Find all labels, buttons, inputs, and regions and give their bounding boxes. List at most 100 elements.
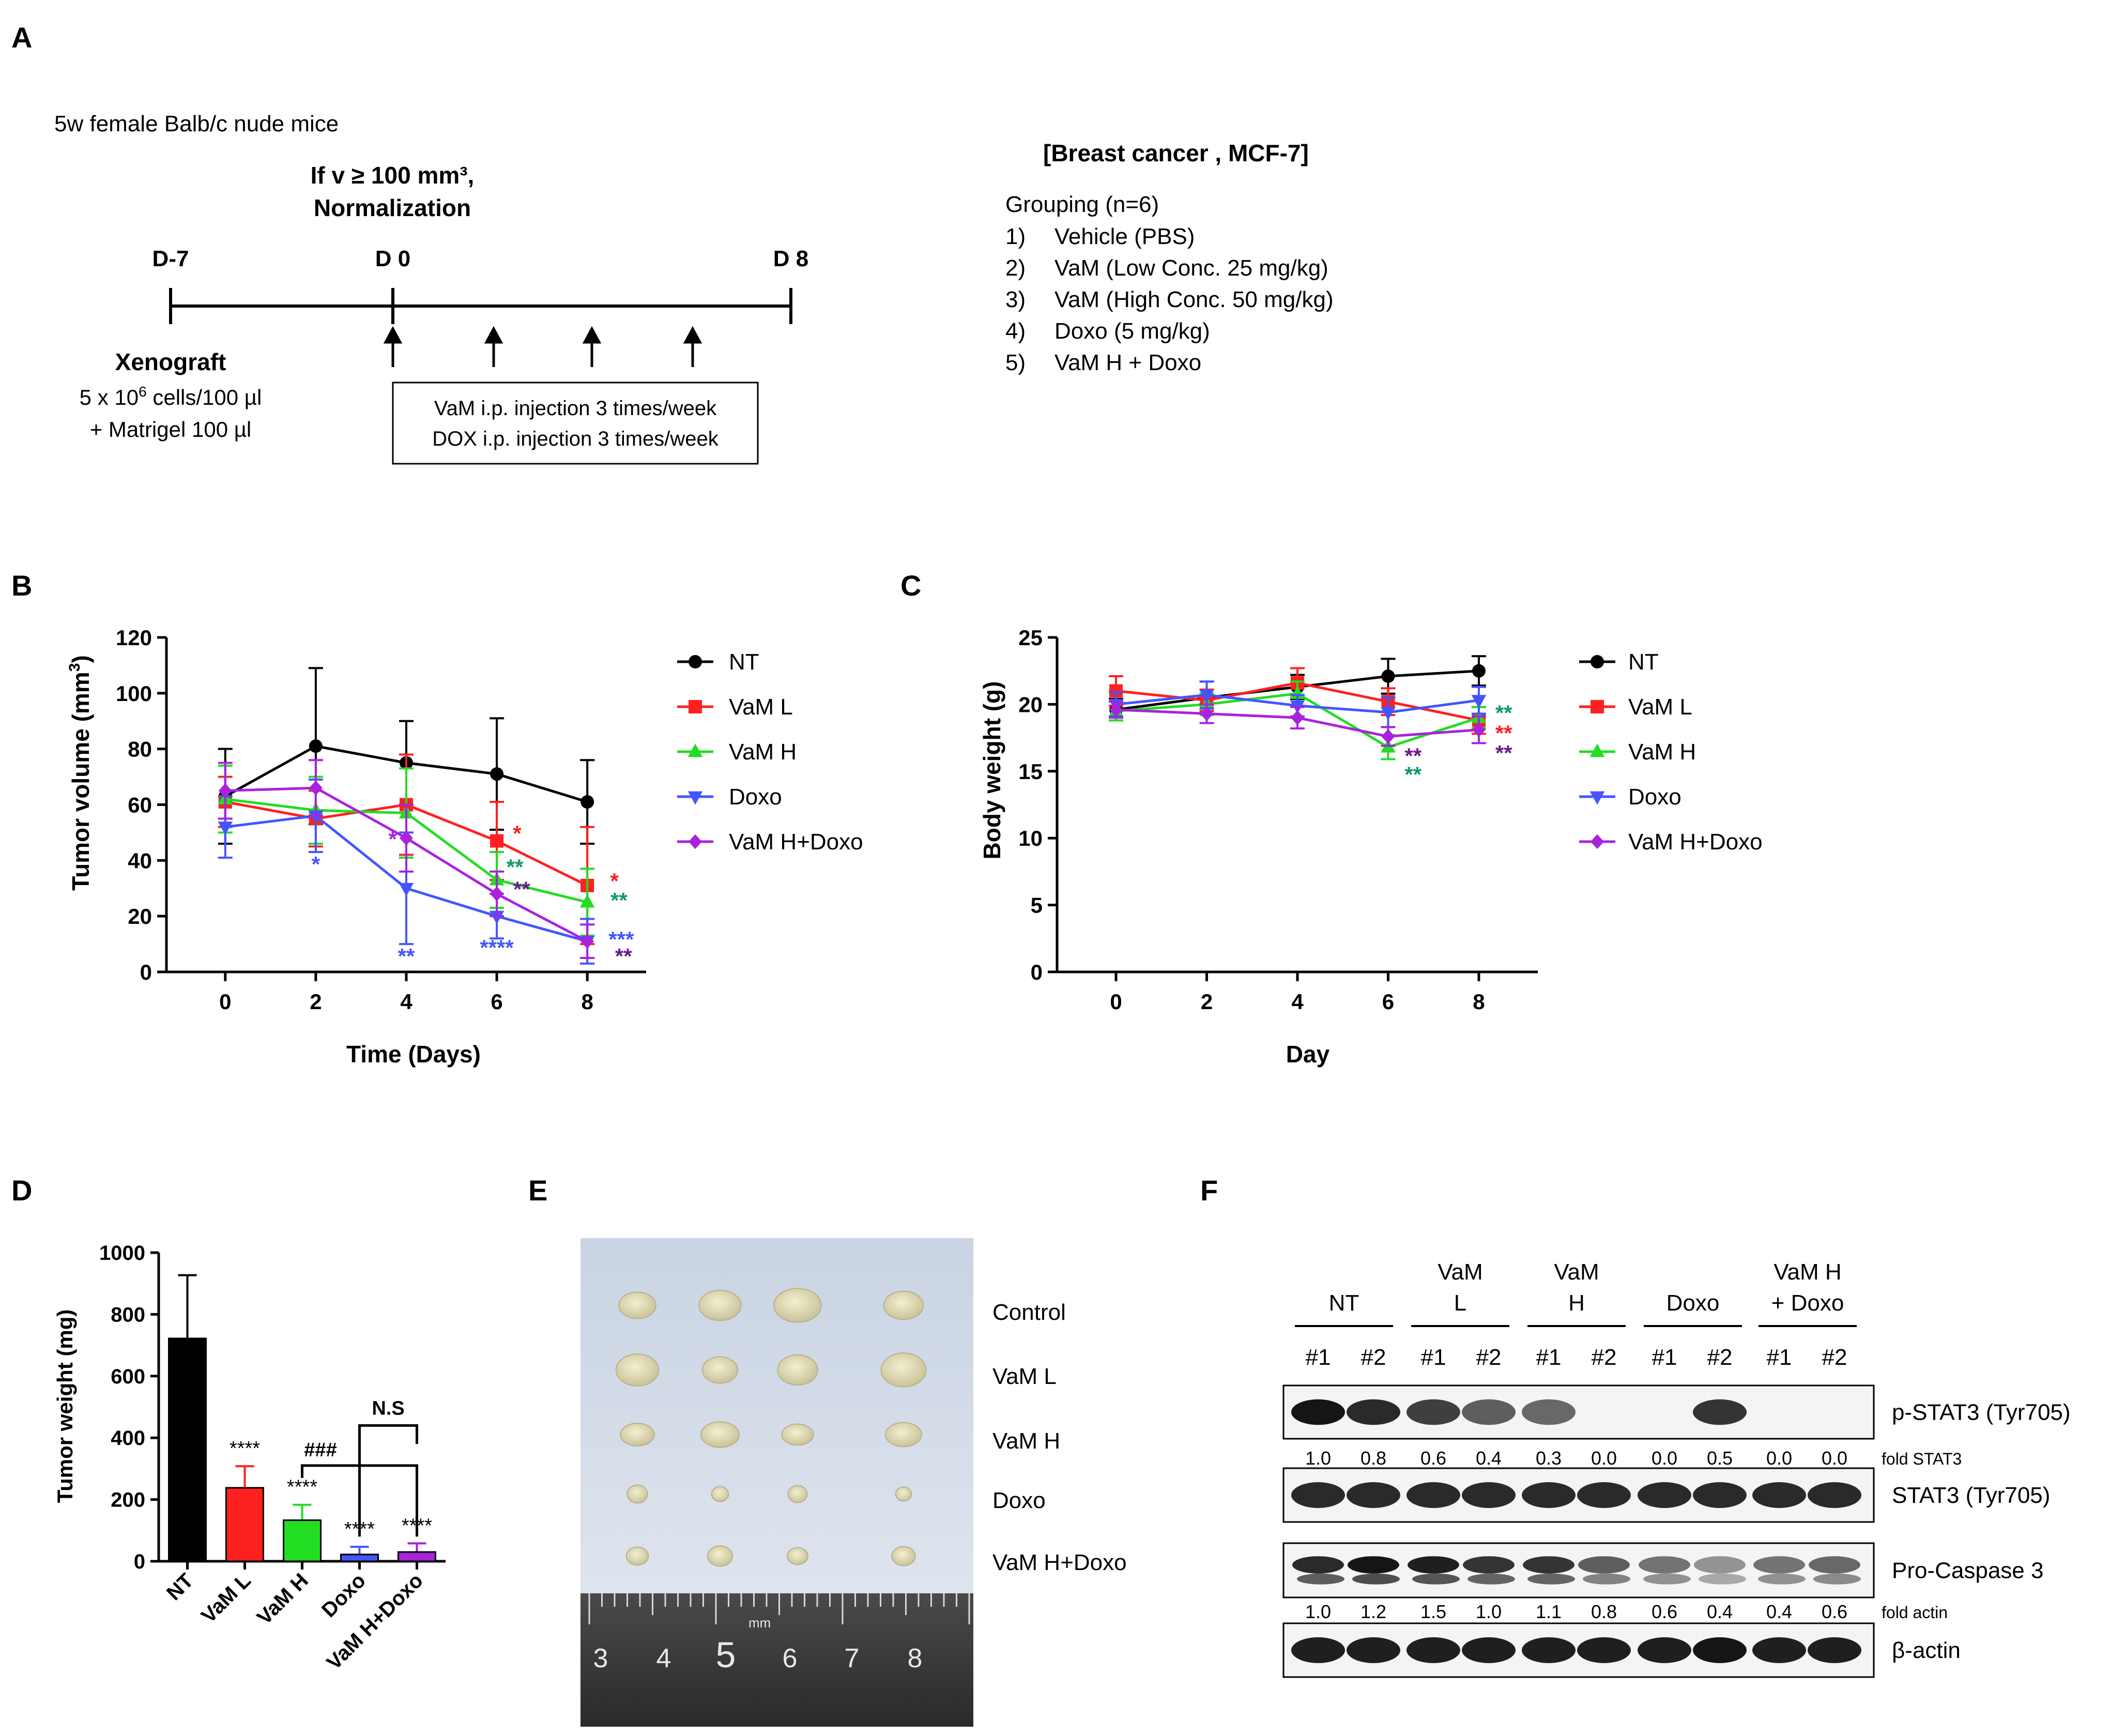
fold-value: 1.0 (1476, 1601, 1502, 1622)
x-tick-label: Doxo (317, 1569, 370, 1622)
group-num: 2) (1005, 255, 1026, 281)
blot-band (1752, 1482, 1806, 1508)
blot-band (1808, 1482, 1861, 1508)
x-tick-label: VaM H (253, 1569, 313, 1629)
ruler-number: 5 (716, 1635, 736, 1675)
data-point (1472, 722, 1486, 737)
panel-label-e: E (528, 1174, 547, 1207)
blot-band (1522, 1482, 1576, 1508)
fold-label: fold STAT3 (1882, 1450, 1962, 1468)
blot-band (1752, 1637, 1806, 1663)
western-blot: NT VaM L VaM H Doxo VaM H + Doxo #1 #2 #1 #2 #1 #2 #1 #… (1282, 1259, 2071, 1678)
blot-band (1292, 1556, 1344, 1574)
blot-band (1808, 1637, 1861, 1663)
blot-band (1693, 1482, 1747, 1508)
lane-label: #2 (1822, 1345, 1847, 1370)
fold-value: 1.0 (1305, 1448, 1331, 1469)
tumor-sample (895, 1486, 912, 1502)
series-vam-h-doxo (1109, 701, 1486, 747)
group-header: L (1454, 1290, 1466, 1316)
panel-label-a: A (11, 21, 32, 54)
panel-f: F NT VaM L VaM H Doxo VaM H + Doxo #1 #2 #1 #2 #1 #2 #… (1200, 1174, 2071, 1678)
significance-mark: ** (615, 944, 632, 968)
tumor-grid (615, 1288, 927, 1567)
significance-mark: ** (1495, 721, 1512, 745)
blot-band (1758, 1573, 1806, 1585)
grouping-title: [Breast cancer , MCF-7] (1043, 140, 1309, 166)
data-point (489, 910, 505, 924)
data-point (687, 791, 703, 805)
data-point (1589, 743, 1605, 757)
y-tick-label: 400 (111, 1427, 145, 1450)
x-tick-label: 8 (582, 989, 593, 1014)
bracket-label-ns: N.S (372, 1397, 404, 1419)
legend-label: VaM H+Doxo (729, 829, 863, 855)
blot-band (1583, 1573, 1630, 1585)
group-label: Doxo (5 mg/kg) (1054, 318, 1210, 344)
chart-legend: NT VaM L VaM H Doxo VaM H+Doxo (1579, 649, 1763, 855)
significance-mark: **** (480, 936, 514, 960)
data-point (1472, 664, 1486, 678)
ruler-number: 8 (908, 1643, 923, 1673)
tumor-sample (880, 1352, 927, 1388)
photo-row-label: Control (992, 1300, 1066, 1325)
photo-row-label: VaM L (992, 1364, 1057, 1389)
legend-label: VaM L (729, 694, 793, 720)
blot-band (1407, 1399, 1460, 1425)
blot-band (1699, 1573, 1746, 1585)
bar (340, 1554, 379, 1562)
y-tick-label: 120 (116, 626, 152, 650)
actin-blot (1282, 1622, 1875, 1678)
data-point (580, 795, 594, 809)
blot-band (1462, 1482, 1516, 1508)
series-vam-h-doxo (218, 759, 595, 960)
data-point (687, 743, 703, 757)
blot-band (1522, 1399, 1576, 1425)
data-point (579, 894, 595, 908)
group-num: 4) (1005, 318, 1026, 344)
tumor-sample (773, 1288, 822, 1323)
group-header: VaM (1554, 1259, 1599, 1285)
y-tick-label: 100 (116, 681, 152, 706)
ruler-number: 6 (783, 1643, 798, 1673)
data-point (1591, 700, 1604, 713)
blot-band (1462, 1637, 1516, 1663)
arrow-up-icon (484, 326, 503, 367)
significance-mark: ** (1495, 741, 1512, 765)
blot-strip (1282, 1384, 1875, 1440)
panel-label-f: F (1200, 1174, 1218, 1207)
blot-band (1693, 1399, 1747, 1425)
lane-label: #1 (1421, 1345, 1446, 1370)
data-point (1381, 729, 1395, 744)
fold-value: 0.5 (1707, 1448, 1733, 1469)
lane-label: #2 (1707, 1345, 1733, 1370)
ruler-ticks: 3 4 5 6 7 8 mm (588, 1593, 970, 1675)
panel-label-c: C (900, 569, 921, 602)
data-point (309, 780, 323, 796)
significance-mark: ** (513, 877, 530, 901)
group-label: Vehicle (PBS) (1054, 224, 1195, 249)
tumor-sample (885, 1422, 922, 1448)
arrow-up-icon (582, 326, 602, 367)
x-tick-label: 8 (1473, 989, 1485, 1014)
injection-line1: VaM i.p. injection 3 times/week (434, 397, 717, 420)
blot-band (1291, 1637, 1345, 1663)
fold-value: 0.6 (1420, 1448, 1446, 1469)
y-tick-label: 0 (140, 960, 152, 984)
bracket-label-hash: ### (304, 1439, 337, 1461)
panel-label-d: D (11, 1174, 32, 1207)
tumor-sample (787, 1485, 808, 1503)
significance-mark: *** (608, 927, 634, 951)
data-point (1109, 702, 1123, 718)
blot-band (1291, 1482, 1345, 1508)
significance-mark: ** (1404, 743, 1421, 768)
x-tick-label: VaM L (197, 1569, 255, 1627)
data-point (490, 767, 504, 781)
x-tick-label: 6 (1382, 989, 1394, 1014)
fold-value: 0.6 (1822, 1601, 1847, 1622)
procaspase3-blot (1282, 1542, 1875, 1598)
blot-band (1347, 1399, 1400, 1425)
group-header: VaM (1438, 1259, 1482, 1285)
tumor-sample (626, 1484, 648, 1504)
